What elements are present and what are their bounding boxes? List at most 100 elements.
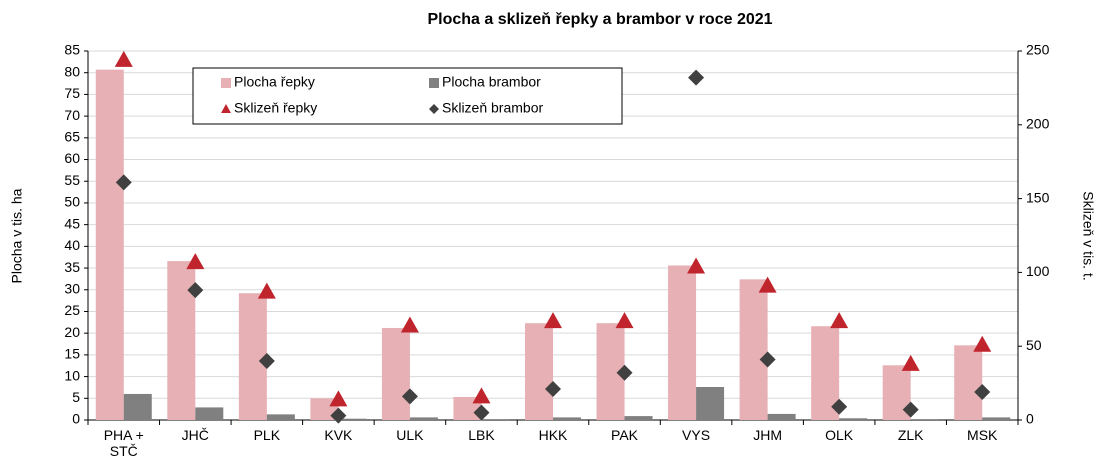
x-tick-label: ZLK — [897, 427, 924, 443]
y-tick-label: 80 — [64, 63, 80, 79]
bar — [696, 387, 725, 420]
x-tick-label-box: VYS — [682, 427, 711, 443]
bar — [195, 407, 224, 420]
y-tick-label: 50 — [64, 194, 80, 210]
triangle-marker — [544, 312, 562, 329]
triangle-marker — [687, 257, 706, 274]
triangle-marker — [257, 282, 276, 299]
bar — [839, 418, 868, 420]
y-tick-label: 25 — [64, 302, 80, 318]
y-tick-label: 10 — [64, 367, 80, 383]
bar — [381, 327, 410, 420]
x-tick-label-box: JHM — [753, 427, 782, 443]
bar — [238, 293, 267, 420]
y-tick-label: 55 — [64, 172, 80, 188]
bar — [525, 323, 553, 420]
bar — [910, 419, 939, 420]
chart-title: Plocha a sklizeň řepky a brambor v roce … — [427, 11, 772, 28]
legend-swatch — [429, 78, 439, 88]
diamond-marker — [545, 381, 561, 398]
x-tick-label-box: OLK — [825, 427, 854, 443]
y-tick-label: 60 — [64, 150, 80, 166]
x-tick-label-box: KVK — [324, 427, 353, 443]
triangle-marker — [400, 316, 419, 333]
bar — [668, 265, 697, 420]
x-tick-label: PAK — [611, 427, 639, 443]
x-tick-label-box: PAK — [611, 427, 639, 443]
x-tick-label: KVK — [324, 427, 353, 443]
triangle-marker — [186, 253, 205, 270]
y2-tick-label: 200 — [1026, 116, 1050, 132]
x-tick-label: LBK — [468, 427, 495, 443]
y2-tick-label: 50 — [1026, 337, 1042, 353]
bar — [739, 279, 768, 420]
x-tick-label: VYS — [682, 427, 711, 443]
y-axis-label: Plocha v tis. ha — [9, 188, 25, 283]
y2-tick-label: 250 — [1026, 42, 1050, 58]
bar — [553, 417, 581, 420]
diamond-marker — [187, 282, 204, 299]
bar — [982, 417, 1011, 420]
bar — [123, 393, 152, 420]
legend-label: Plocha brambor — [442, 74, 541, 90]
x-tick-label-box: ULK — [396, 427, 424, 443]
diamond-marker — [258, 352, 275, 369]
triangle-marker — [114, 50, 133, 67]
diamond-marker — [902, 401, 919, 418]
y2-tick-label: 150 — [1026, 189, 1050, 205]
y-tick-label: 45 — [64, 215, 80, 231]
bar — [767, 413, 796, 420]
diamond-marker — [401, 388, 418, 405]
triangle-marker — [830, 312, 849, 329]
y-tick-label: 40 — [64, 237, 80, 253]
x-tick-label: JHČ — [181, 427, 209, 443]
x-tick-label: ULK — [396, 427, 424, 443]
bar — [481, 419, 510, 420]
y-tick-label: 70 — [64, 107, 80, 123]
legend-label: Sklizeň brambor — [442, 100, 543, 116]
y2-tick-label: 100 — [1026, 263, 1050, 279]
x-tick-label: OLK — [825, 427, 854, 443]
bar — [266, 414, 295, 420]
legend-label: Sklizeň řepky — [234, 100, 317, 116]
y2-tick-label: 0 — [1026, 411, 1034, 427]
y-tick-label: 65 — [64, 129, 80, 145]
y-tick-label: 5 — [72, 389, 80, 405]
x-tick-label-box: ZLK — [897, 427, 924, 443]
diamond-marker — [330, 407, 347, 424]
diamond-marker — [974, 383, 991, 400]
diamond-marker — [473, 404, 490, 421]
x-tick-label-box: PHA + STČ — [103, 427, 144, 459]
triangle-marker — [615, 312, 634, 329]
y-tick-label: 85 — [64, 42, 80, 58]
y-tick-label: 20 — [64, 324, 80, 340]
y-tick-label: 0 — [72, 411, 80, 427]
bar — [167, 261, 196, 420]
x-tick-label-box: HKK — [539, 427, 568, 443]
x-tick-label-box: MSK — [967, 427, 998, 443]
diamond-marker — [831, 398, 848, 415]
bar — [624, 416, 653, 420]
legend-marker — [221, 104, 231, 113]
y-tick-label: 15 — [64, 346, 80, 362]
triangle-marker — [329, 390, 348, 407]
diamond-marker — [759, 351, 776, 368]
triangle-marker — [901, 354, 920, 371]
y-tick-label: 35 — [64, 259, 80, 275]
y-tick-label: 30 — [64, 280, 80, 296]
diamond-marker — [616, 364, 633, 381]
x-tick-label: PHA + STČ — [103, 427, 144, 459]
bar — [338, 418, 367, 420]
triangle-marker — [472, 387, 491, 404]
x-tick-label: MSK — [967, 427, 998, 443]
diamond-marker — [688, 69, 705, 86]
x-tick-label-box: PLK — [253, 427, 281, 443]
x-tick-label: PLK — [253, 427, 281, 443]
legend-marker — [429, 104, 439, 114]
triangle-marker — [973, 335, 992, 352]
legend-box — [192, 67, 623, 125]
diamond-marker — [115, 174, 132, 191]
bar — [409, 417, 438, 420]
y2-axis-label: Sklizeň v tis. t. — [1080, 191, 1096, 280]
